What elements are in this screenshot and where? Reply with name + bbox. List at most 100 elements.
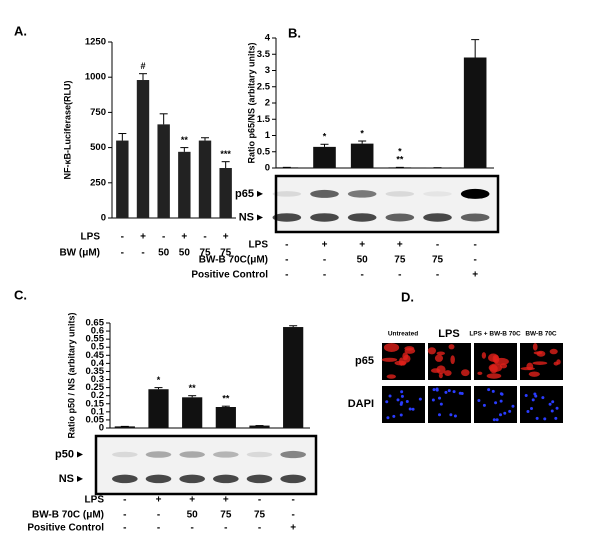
blot-band [112, 474, 138, 484]
condition-label: LPS [85, 495, 105, 506]
nucleus [392, 414, 396, 418]
nucleus [494, 401, 498, 405]
blot-band [272, 191, 302, 197]
condition-value: + [156, 495, 162, 506]
stain [404, 347, 416, 354]
condition-value: - [473, 255, 476, 266]
blot-band [460, 213, 490, 222]
error-bar [471, 39, 480, 58]
bar [249, 425, 270, 428]
blot-arrow [257, 214, 263, 221]
condition-value: + [290, 523, 296, 534]
nucleus [438, 396, 442, 400]
nucleus [499, 399, 503, 403]
y-tick-label: 0.6 [91, 326, 104, 337]
condition-value: 75 [432, 255, 444, 266]
nucleus [533, 392, 537, 396]
y-tick-label: 1250 [85, 37, 106, 48]
blot-band [347, 190, 377, 198]
stain [434, 354, 444, 362]
error-bar [221, 405, 230, 407]
nucleus [551, 400, 555, 404]
y-axis-label: Ratio p65/NS (arbitary units) [246, 42, 256, 163]
stain [549, 348, 558, 355]
blot-band [246, 451, 273, 458]
condition-value: - [398, 270, 401, 281]
condition-label: Positive Control [27, 523, 104, 534]
condition-value: - [285, 270, 288, 281]
condition-value: - [121, 248, 124, 259]
y-tick-label: 0.05 [86, 414, 105, 425]
condition-value: 50 [187, 510, 199, 521]
panel-label: D. [401, 289, 414, 304]
condition-label: BW-B 70C(μM) [199, 255, 268, 266]
condition-value: 75 [254, 510, 266, 521]
blot-arrow [77, 451, 83, 458]
nucleus [548, 402, 552, 406]
nucleus [400, 401, 404, 405]
y-tick-label: 0.5 [257, 146, 271, 157]
stain [520, 366, 535, 371]
y-tick-label: 2.5 [257, 81, 271, 92]
nucleus [503, 411, 507, 415]
column-label: LPS + BW-B 70C [469, 331, 521, 338]
condition-value: + [397, 240, 403, 251]
micrograph [428, 386, 471, 423]
nucleus [541, 396, 545, 400]
y-tick-label: 3.5 [257, 49, 271, 60]
blot-band [280, 450, 306, 459]
nucleus [555, 406, 559, 410]
y-tick-label: 0.35 [86, 366, 105, 377]
significance-mark: * [360, 128, 364, 138]
condition-value: + [359, 240, 365, 251]
condition-value: - [141, 248, 144, 259]
condition-value: 50 [158, 248, 170, 259]
y-tick-label: 0.65 [86, 318, 105, 329]
nucleus [411, 407, 415, 411]
stain [481, 352, 487, 359]
stain [461, 369, 470, 377]
nucleus [543, 417, 547, 421]
condition-value: + [140, 232, 146, 243]
significance-mark: # [140, 61, 145, 71]
condition-value: 75 [220, 510, 232, 521]
condition-value: - [123, 523, 126, 534]
blot-label: p65 [235, 188, 254, 200]
nucleus [530, 406, 534, 410]
blot [94, 434, 318, 496]
condition-value: - [258, 495, 261, 506]
bar [178, 151, 191, 218]
y-tick-label: 0.45 [86, 350, 105, 361]
panel-label: A. [14, 23, 27, 38]
micrograph [474, 386, 517, 423]
condition-value: - [203, 232, 206, 243]
blot-band [460, 188, 490, 199]
nucleus [508, 409, 512, 413]
error-bar [154, 387, 163, 390]
condition-value: - [323, 255, 326, 266]
significance-mark: * [323, 132, 327, 142]
blot [274, 174, 500, 234]
blot-band [280, 474, 306, 484]
condition-value: + [472, 270, 478, 281]
nucleus [452, 390, 456, 394]
nucleus [447, 389, 451, 393]
nucleus [431, 398, 435, 402]
bar [198, 140, 212, 218]
stain [532, 361, 548, 365]
stain [438, 373, 443, 379]
stain [448, 344, 455, 350]
nucleus [396, 398, 400, 402]
y-tick-label: 500 [90, 142, 106, 153]
significance-mark: ** [189, 383, 197, 393]
significance-mark: ** [396, 155, 404, 165]
nucleus [400, 390, 404, 394]
stain [486, 373, 502, 379]
condition-value: - [291, 495, 294, 506]
stain [444, 370, 452, 376]
stain [488, 363, 503, 373]
stain [450, 355, 455, 365]
stain [436, 351, 445, 356]
bar [463, 57, 487, 168]
